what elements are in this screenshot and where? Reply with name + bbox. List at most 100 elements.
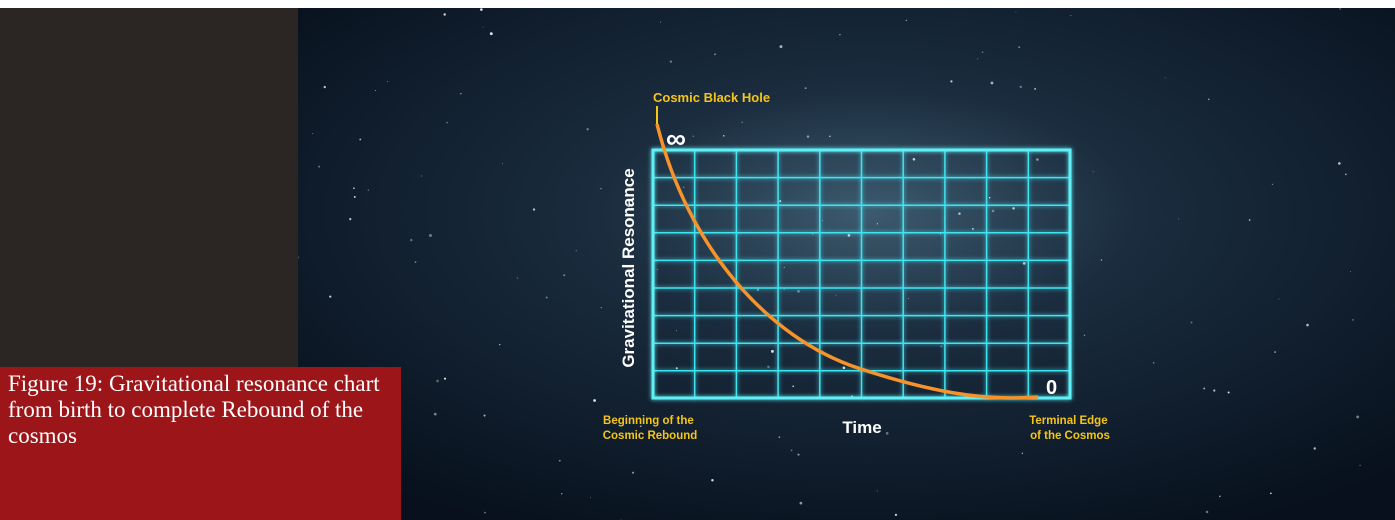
star	[950, 80, 953, 83]
star	[991, 209, 995, 213]
star	[349, 217, 352, 221]
star	[1248, 219, 1251, 221]
star	[1022, 262, 1026, 265]
star	[367, 189, 369, 191]
star	[627, 204, 631, 208]
star	[460, 93, 462, 95]
star	[806, 135, 810, 138]
star	[410, 238, 413, 242]
star	[783, 288, 785, 290]
star	[499, 344, 501, 346]
star	[436, 379, 439, 383]
start-label-line: Beginning of the	[603, 415, 694, 427]
star	[842, 366, 846, 370]
star	[359, 138, 362, 141]
star	[1306, 323, 1309, 327]
end-label-line: Terminal Edge	[1029, 415, 1107, 427]
star	[714, 53, 717, 56]
star	[1012, 207, 1015, 210]
star	[1015, 11, 1017, 13]
star	[905, 19, 908, 22]
star	[1070, 14, 1072, 17]
star	[660, 21, 662, 23]
star	[683, 186, 685, 188]
star	[1034, 87, 1037, 90]
star	[894, 513, 898, 516]
star	[1352, 319, 1354, 321]
star	[779, 200, 782, 203]
star	[1018, 46, 1021, 49]
star	[421, 175, 423, 177]
star	[1359, 464, 1361, 467]
star	[912, 157, 916, 161]
star	[593, 399, 596, 402]
figure-caption: Figure 19: Gravitational resonance chart…	[0, 367, 401, 520]
star	[318, 165, 321, 168]
star	[839, 33, 841, 36]
star	[561, 493, 563, 495]
curve	[655, 123, 1039, 400]
star	[1207, 98, 1210, 101]
star	[482, 26, 484, 28]
star	[532, 208, 536, 211]
star	[1083, 334, 1086, 336]
end-label: Terminal Edge of the Cosmos	[1029, 415, 1111, 442]
star	[1270, 492, 1272, 495]
star	[558, 459, 561, 462]
star	[590, 497, 591, 499]
star	[741, 121, 744, 124]
star	[804, 87, 807, 90]
star	[1337, 162, 1341, 165]
star	[446, 121, 449, 124]
star	[443, 13, 446, 16]
grid-frame	[651, 148, 1072, 400]
star	[600, 187, 602, 190]
x-axis-label: Time	[842, 418, 881, 437]
star	[1350, 270, 1352, 272]
star	[958, 212, 961, 215]
star	[981, 51, 984, 54]
start-label-line: Cosmic Rebound	[603, 430, 698, 442]
star	[990, 81, 994, 85]
star	[675, 367, 678, 370]
star	[586, 127, 589, 131]
star	[1021, 452, 1024, 454]
star	[545, 296, 548, 299]
star	[778, 436, 781, 439]
star	[711, 479, 714, 482]
max-label: ∞	[666, 123, 686, 154]
star	[414, 261, 417, 264]
star	[1100, 259, 1103, 261]
star	[835, 294, 837, 296]
top-label: Cosmic Black Hole	[653, 90, 770, 105]
star	[489, 32, 493, 36]
space-background	[298, 8, 1395, 520]
star	[483, 414, 486, 417]
star	[821, 219, 823, 221]
star	[723, 135, 725, 137]
star	[1153, 362, 1155, 364]
star	[329, 295, 332, 298]
star	[1313, 447, 1316, 450]
star	[563, 274, 566, 277]
star	[1092, 171, 1094, 173]
star	[1203, 387, 1206, 390]
star	[1190, 321, 1193, 324]
y-axis-label: Gravitational Resonance	[619, 168, 638, 367]
star	[676, 330, 678, 332]
star	[298, 256, 300, 259]
star	[847, 233, 851, 237]
star	[429, 233, 432, 237]
star	[756, 288, 760, 291]
star	[792, 385, 794, 388]
star	[779, 45, 783, 49]
start-label: Beginning of the Cosmic Rebound	[603, 415, 698, 442]
star	[1036, 158, 1039, 161]
star	[770, 349, 774, 353]
star	[516, 277, 519, 279]
star	[312, 133, 314, 135]
star	[631, 471, 635, 474]
star	[1271, 183, 1274, 186]
star	[374, 90, 376, 92]
